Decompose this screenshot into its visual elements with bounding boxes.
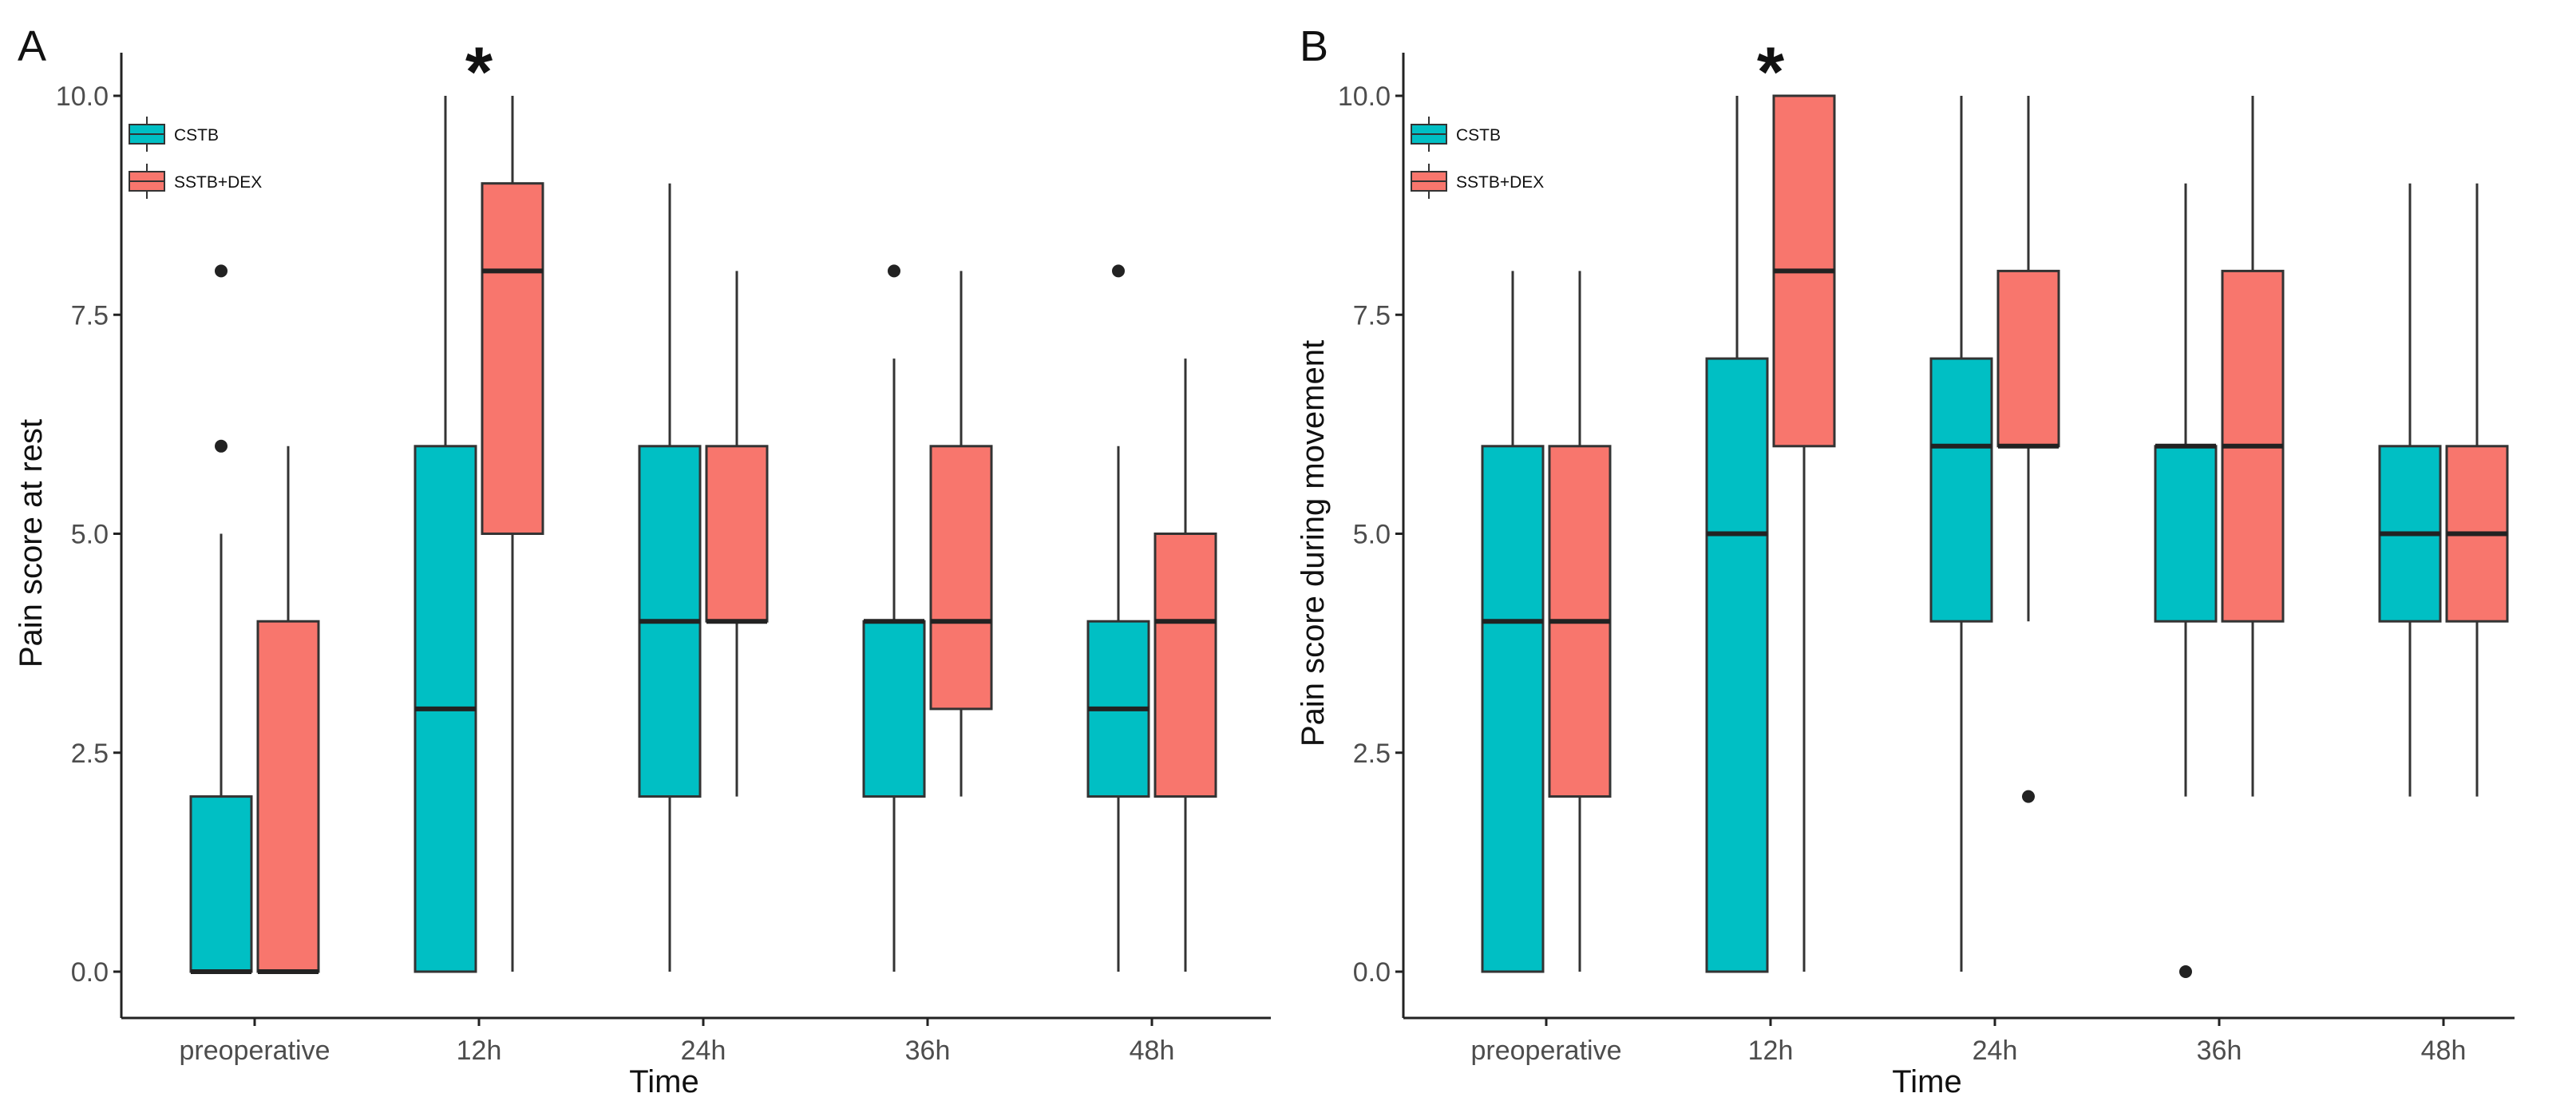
box-body bbox=[862, 620, 926, 798]
y-tick-label: 7.5 bbox=[71, 300, 109, 331]
y-axis-title: Pain score during movement bbox=[1296, 340, 1331, 747]
box-body bbox=[929, 445, 993, 711]
x-tick-label: 48h bbox=[1130, 1036, 1175, 1066]
chart-panel-A: A 0.0 2.5 5.0 7.5 10.0 preoperative 12h 24h 36h 48… bbox=[14, 22, 1271, 1099]
outlier-point bbox=[888, 264, 900, 278]
y-tick-label: 10.0 bbox=[56, 81, 109, 112]
box-body bbox=[1153, 533, 1217, 798]
box-body bbox=[1705, 357, 1769, 973]
box-sstb-dex-36h bbox=[2221, 96, 2285, 797]
legend: CSTB SSTB+DEX bbox=[1411, 117, 1544, 199]
panel-label: B bbox=[1300, 22, 1328, 70]
box-cstb-36h bbox=[2154, 183, 2218, 978]
box-body bbox=[481, 182, 544, 535]
legend-label: SSTB+DEX bbox=[174, 173, 262, 192]
y-tick-label: 7.5 bbox=[1353, 300, 1391, 331]
box-cstb-12h bbox=[1705, 96, 1769, 973]
y-tick-label: 2.5 bbox=[71, 739, 109, 769]
box-body bbox=[189, 795, 253, 973]
x-tick-label: 24h bbox=[681, 1036, 726, 1066]
legend-label: SSTB+DEX bbox=[1456, 173, 1544, 192]
outlier-point bbox=[2022, 790, 2035, 803]
y-tick-label: 5.0 bbox=[71, 520, 109, 550]
box-body bbox=[705, 445, 769, 623]
outlier-point bbox=[215, 264, 228, 278]
box-cstb-preoperative bbox=[189, 264, 253, 974]
legend-label: CSTB bbox=[1456, 126, 1501, 145]
x-axis-title: Time bbox=[629, 1064, 698, 1099]
legend-label: CSTB bbox=[174, 126, 219, 145]
box-body bbox=[1929, 357, 1993, 623]
x-tick-label: preoperative bbox=[1470, 1036, 1621, 1066]
box-sstb-dex-24h bbox=[705, 271, 769, 797]
box-cstb-48h bbox=[2378, 183, 2442, 797]
box-sstb-dex-preoperative bbox=[256, 446, 320, 974]
x-tick-label: preoperative bbox=[179, 1036, 330, 1066]
box-sstb-dex-preoperative bbox=[1548, 271, 1612, 972]
legend: CSTB SSTB+DEX bbox=[129, 117, 262, 199]
y-tick-label: 0.0 bbox=[1353, 957, 1391, 988]
box-cstb-24h bbox=[638, 183, 702, 972]
y-tick-label: 5.0 bbox=[1353, 520, 1391, 550]
chart-panel-B: B 0.0 2.5 5.0 7.5 10.0 preoperative 12h 24h 36h 48… bbox=[1296, 22, 2515, 1099]
box-cstb-preoperative bbox=[1481, 271, 1545, 973]
outlier-point bbox=[1112, 264, 1125, 278]
x-axis-title: Time bbox=[1892, 1064, 1961, 1099]
box-sstb-dex-12h bbox=[481, 96, 544, 972]
significance-star: * bbox=[1757, 32, 1785, 111]
significance-star: * bbox=[465, 32, 493, 111]
x-tick-label: 12h bbox=[1748, 1036, 1794, 1066]
x-tick-label: 36h bbox=[905, 1036, 951, 1066]
box-body bbox=[256, 620, 320, 973]
box-cstb-48h bbox=[1086, 264, 1150, 972]
box-sstb-dex-36h bbox=[929, 271, 993, 797]
outlier-point bbox=[2179, 965, 2192, 978]
panel-label: A bbox=[18, 22, 46, 70]
box-sstb-dex-48h bbox=[1153, 358, 1217, 972]
x-tick-label: 48h bbox=[2421, 1036, 2467, 1066]
box-sstb-dex-24h bbox=[1996, 96, 2060, 803]
box-sstb-dex-48h bbox=[2445, 183, 2509, 797]
y-tick-label: 2.5 bbox=[1353, 739, 1391, 769]
y-tick-label: 0.0 bbox=[71, 957, 109, 988]
box-body bbox=[2154, 445, 2218, 623]
box-cstb-24h bbox=[1929, 96, 1993, 972]
y-tick-label: 10.0 bbox=[1338, 81, 1391, 112]
box-sstb-dex-12h bbox=[1772, 94, 1836, 972]
box-cstb-12h bbox=[414, 96, 477, 973]
x-tick-label: 12h bbox=[457, 1036, 502, 1066]
x-tick-label: 36h bbox=[2197, 1036, 2242, 1066]
box-body bbox=[1481, 445, 1545, 973]
box-body bbox=[1996, 269, 2060, 448]
outlier-point bbox=[215, 439, 228, 453]
x-tick-label: 24h bbox=[1973, 1036, 2018, 1066]
y-axis-title: Pain score at rest bbox=[14, 419, 49, 667]
box-cstb-36h bbox=[862, 264, 926, 972]
